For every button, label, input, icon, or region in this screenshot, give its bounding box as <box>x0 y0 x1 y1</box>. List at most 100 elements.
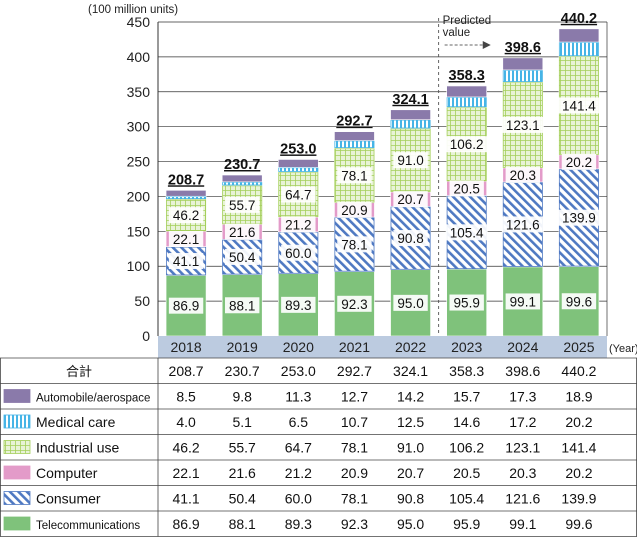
data-label: 91.0 <box>397 153 423 168</box>
y-tick-label: 150 <box>127 223 151 239</box>
data-label-bg <box>449 294 484 311</box>
data-label-bg <box>445 136 488 153</box>
table-cell: 105.4 <box>449 491 484 507</box>
data-label-bg <box>224 223 260 240</box>
data-label-bg <box>168 253 204 270</box>
table-cell: 8.5 <box>176 389 196 405</box>
table-cell: 64.7 <box>285 440 312 456</box>
bar-segment <box>446 85 487 98</box>
data-label-bg <box>505 293 541 310</box>
total-label: 440.2 <box>561 11 597 27</box>
table-cell: 88.1 <box>229 516 256 532</box>
table-cell: 92.3 <box>341 516 368 532</box>
table-cell: 18.9 <box>565 389 592 405</box>
legend-label: Telecommunications <box>36 520 140 532</box>
data-label: 92.3 <box>341 297 367 312</box>
bar-segment <box>502 57 544 71</box>
data-label: 86.9 <box>173 299 199 314</box>
y-tick-label: 400 <box>127 49 151 65</box>
data-label: 90.8 <box>397 231 423 246</box>
legend-label: Computer <box>36 465 98 481</box>
table-cell: 9.8 <box>232 389 252 405</box>
data-label: 20.2 <box>566 155 592 170</box>
data-label-bg <box>168 297 204 314</box>
data-label-bg <box>281 186 316 203</box>
table-cell: 4.0 <box>176 414 196 430</box>
total-label: 292.7 <box>336 114 372 130</box>
data-label: 50.4 <box>229 250 256 265</box>
data-label-bg <box>393 152 428 169</box>
data-label-bg <box>449 180 484 197</box>
bar-segment <box>334 131 375 141</box>
table-cell: 121.6 <box>505 491 540 507</box>
table-cell: 99.6 <box>565 516 592 532</box>
bar-segment-edge <box>278 167 319 172</box>
data-label-bg <box>224 248 260 265</box>
data-label: 88.1 <box>229 298 255 313</box>
data-label: 123.1 <box>506 118 540 133</box>
data-label: 22.1 <box>173 232 199 247</box>
table-cell: 99.1 <box>509 516 536 532</box>
data-label: 20.5 <box>454 181 480 196</box>
table-cell: 15.7 <box>453 389 480 405</box>
y-tick-label: 50 <box>134 293 150 309</box>
table-cell: 90.8 <box>397 491 424 507</box>
legend-swatch <box>3 389 31 403</box>
bar-segment-edge <box>166 199 207 232</box>
bar-segment <box>446 96 487 108</box>
legend-swatch <box>3 516 31 531</box>
data-label: 46.2 <box>173 208 199 223</box>
bar-segment <box>558 28 600 43</box>
bar-segment <box>390 119 431 129</box>
table-cell: 20.7 <box>397 465 424 481</box>
table-cell: 230.7 <box>225 363 260 379</box>
data-label: 41.1 <box>173 254 199 269</box>
data-label-bg <box>561 153 597 170</box>
table-cell: 292.7 <box>337 363 372 379</box>
data-label: 89.3 <box>285 298 311 313</box>
data-label-bg <box>393 294 428 311</box>
data-label-bg <box>505 166 541 183</box>
data-label: 20.9 <box>341 203 367 218</box>
legend-swatch <box>3 491 31 505</box>
x-tick-label: 2023 <box>451 339 482 355</box>
bar-segment <box>390 109 431 120</box>
x-tick-label: 2025 <box>563 339 594 355</box>
bar-segment-edge <box>166 196 207 200</box>
data-label: 64.7 <box>285 187 311 202</box>
table-cell: 10.7 <box>341 414 368 430</box>
table-cell: 20.2 <box>565 414 592 430</box>
y-tick-label: 350 <box>127 84 151 100</box>
data-label: 55.7 <box>229 198 255 213</box>
data-label-bg <box>337 201 372 218</box>
table-cell: 324.1 <box>393 363 428 379</box>
data-label-bg <box>393 230 428 247</box>
table-cell: 17.3 <box>509 389 536 405</box>
table-cell: 208.7 <box>169 363 204 379</box>
data-label: 78.1 <box>341 237 367 252</box>
data-label-bg <box>337 236 372 253</box>
data-label: 99.1 <box>510 294 536 309</box>
data-label-bg <box>561 293 597 310</box>
total-label: 398.6 <box>505 40 541 56</box>
data-label-bg <box>501 116 544 133</box>
table-cell: 358.3 <box>449 363 484 379</box>
table-cell: 20.3 <box>509 465 536 481</box>
total-label: 208.7 <box>168 172 204 188</box>
x-tick-label: 2019 <box>227 339 258 355</box>
table-cell: 106.2 <box>449 440 484 456</box>
predicted-arrowhead <box>482 41 491 49</box>
y-tick-label: 300 <box>127 119 151 135</box>
total-label: 253.0 <box>280 141 316 157</box>
x-tick-label: 2024 <box>507 339 538 355</box>
y-tick-label: 450 <box>127 14 151 30</box>
bar-segment-edge <box>334 140 375 149</box>
table-cell: 21.2 <box>285 465 312 481</box>
bar-segment <box>221 174 263 183</box>
data-label-bg <box>557 97 600 114</box>
data-label: 78.1 <box>341 168 367 183</box>
y-unit-label: (100 million units) <box>88 4 178 16</box>
table-cell: 14.6 <box>453 414 480 430</box>
